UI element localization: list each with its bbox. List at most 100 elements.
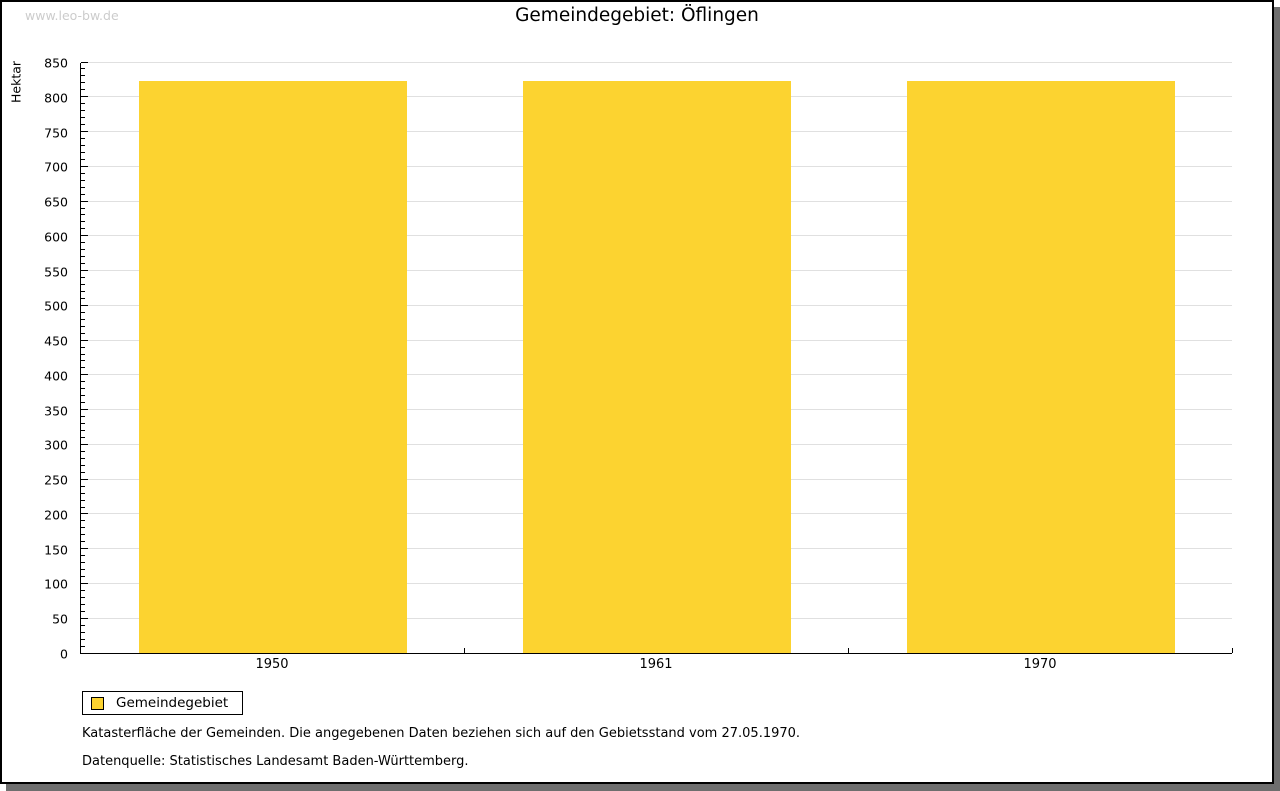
y-major-tick-300 [81,443,88,445]
y-tick-label-350: 350 [44,403,68,419]
y-minor-tick [81,124,85,126]
x-separator-tick [848,648,849,653]
y-minor-tick [81,325,85,327]
y-tick-label-500: 500 [44,298,68,314]
footnote-source-description: Katasterfläche der Gemeinden. Die angege… [82,726,801,741]
y-minor-tick [81,68,85,70]
y-minor-tick [81,144,85,146]
y-minor-tick [81,381,85,383]
y-minor-tick [81,423,85,425]
y-tick-label-300: 300 [44,437,68,453]
y-minor-tick [81,103,85,105]
y-major-tick-400 [81,374,88,376]
y-tick-label-0: 0 [60,646,68,662]
y-minor-tick [81,520,85,522]
legend-swatch-icon [91,696,104,710]
y-minor-tick [81,207,85,209]
y-minor-tick [81,75,85,77]
y-minor-tick [81,603,85,605]
y-minor-tick [81,137,85,139]
y-major-tick-200 [81,513,88,515]
y-tick-label-550: 550 [44,264,68,280]
y-major-tick-50 [81,617,88,619]
y-major-tick-650 [81,200,88,202]
y-minor-tick [81,179,85,181]
y-minor-tick [81,534,85,536]
y-minor-tick [81,318,85,320]
y-minor-tick [81,555,85,557]
y-minor-tick [81,589,85,591]
y-minor-tick [81,151,85,153]
y-minor-tick [81,464,85,466]
y-minor-tick [81,645,85,647]
bar-1961 [523,81,791,653]
y-minor-tick [81,353,85,355]
y-tick-label-700: 700 [44,159,68,175]
y-tick-label-850: 850 [44,55,68,71]
x-tick-label-1950: 1950 [255,657,289,672]
y-minor-tick [81,311,85,313]
x-tick-label-1970: 1970 [1023,657,1057,672]
y-minor-tick [81,596,85,598]
y-minor-tick [81,89,85,91]
y-minor-tick [81,221,85,223]
y-major-tick-0 [81,652,88,654]
y-minor-tick [81,416,85,418]
y-minor-tick [81,186,85,188]
x-separator-tick [464,648,465,653]
y-minor-tick [81,172,85,174]
y-major-tick-100 [81,582,88,584]
x-axis-tick-labels: 1950 1961 1970 [80,657,1232,675]
y-minor-tick [81,457,85,459]
y-minor-tick [81,158,85,160]
y-minor-tick [81,576,85,578]
y-tick-label-600: 600 [44,229,68,245]
y-minor-tick [81,228,85,230]
y-minor-tick [81,506,85,508]
y-tick-label-100: 100 [44,576,68,592]
y-minor-tick [81,527,85,529]
y-minor-tick [81,332,85,334]
y-minor-tick [81,402,85,404]
y-minor-tick [81,214,85,216]
y-minor-tick [81,471,85,473]
y-major-tick-750 [81,131,88,133]
y-major-tick-250 [81,478,88,480]
x-separator-tick [1232,648,1233,653]
y-minor-tick [81,256,85,258]
gridline-850 [81,61,1232,63]
y-tick-label-250: 250 [44,472,68,488]
y-minor-tick [81,569,85,571]
y-tick-label-800: 800 [44,90,68,106]
y-minor-tick [81,297,85,299]
watermark: www.leo-bw.de [25,8,119,23]
chart-title: Gemeindegebiet: Öflingen [515,5,759,26]
legend-box: Gemeindegebiet [82,691,244,715]
footnotes: Katasterfläche der Gemeinden. Die angege… [82,726,800,782]
y-major-tick-800 [81,96,88,98]
y-minor-tick [81,263,85,265]
y-minor-tick [81,395,85,397]
y-minor-tick [81,117,85,119]
x-tick-label-1961: 1961 [639,657,673,672]
y-minor-tick [81,562,85,564]
y-minor-tick [81,638,85,640]
y-minor-tick [81,430,85,432]
bar-1970 [907,81,1175,653]
y-tick-label-650: 650 [44,194,68,210]
y-minor-tick [81,485,85,487]
y-major-tick-150 [81,548,88,550]
y-minor-tick [81,499,85,501]
y-tick-label-200: 200 [44,507,68,523]
y-major-tick-500 [81,304,88,306]
y-minor-tick [81,450,85,452]
y-minor-tick [81,492,85,494]
y-major-tick-450 [81,339,88,341]
y-tick-label-150: 150 [44,542,68,558]
y-minor-tick [81,284,85,285]
y-minor-tick [81,277,85,279]
y-major-tick-600 [81,235,88,237]
y-minor-tick [81,249,85,251]
y-minor-tick [81,82,85,84]
